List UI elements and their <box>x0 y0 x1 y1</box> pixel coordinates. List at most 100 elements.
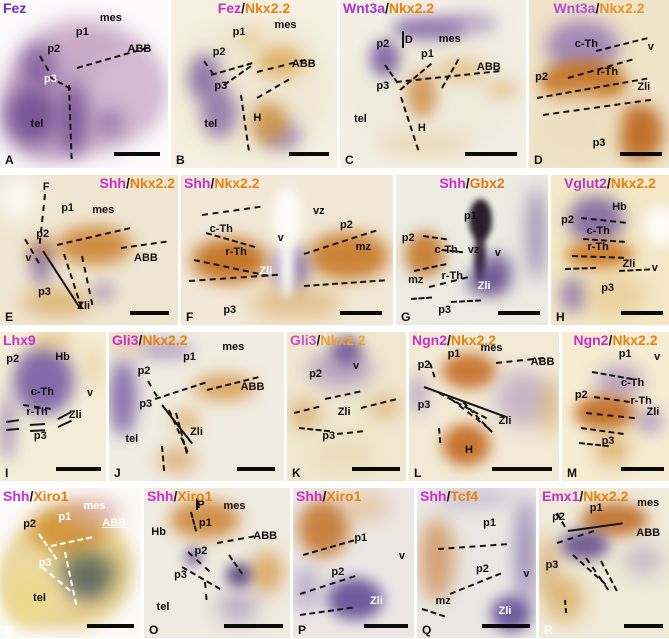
anatomy-label-rth: r-Th <box>225 245 247 258</box>
stain-blob <box>645 205 669 247</box>
title-slash: / <box>322 488 327 504</box>
anatomy-label-v: v <box>398 549 405 562</box>
anatomy-label-p1: p1 <box>354 531 368 544</box>
stain-blob <box>257 47 304 78</box>
anatomy-label-mes: mes <box>99 12 122 25</box>
panel-letter-O: O <box>149 623 159 637</box>
title-slash: / <box>606 175 611 191</box>
panel-title: Vglut2/Nkx2.2 <box>554 175 666 191</box>
stain-blob <box>436 60 486 81</box>
stain-blob <box>158 448 197 473</box>
gene-name: Gbx2 <box>469 175 505 191</box>
panel-title: Gli3/Nkx2.2 <box>290 332 403 348</box>
title-slash: / <box>608 332 613 348</box>
stain-blob <box>565 241 634 268</box>
scale-bar <box>352 466 401 471</box>
scale-bar <box>87 623 134 628</box>
stain-blob <box>567 196 625 244</box>
stain-blob <box>12 346 75 416</box>
title-slash: / <box>385 0 389 16</box>
stain-blob <box>624 545 662 575</box>
title-slash: / <box>447 332 451 348</box>
stain-blob <box>442 13 499 34</box>
stain-blob <box>200 87 238 138</box>
anatomy-label-zli: Zli <box>646 406 660 419</box>
title-slash: / <box>316 332 321 348</box>
gene-name: Nkx2.2 <box>599 0 645 16</box>
panel-title: Gli3/Nkx2.2 <box>112 332 281 348</box>
gene-name: Shh <box>296 488 323 504</box>
stain-blob <box>249 551 285 593</box>
boundary-line <box>29 423 45 427</box>
anatomy-label-p1: p1 <box>75 25 89 38</box>
stain-blob <box>377 134 471 155</box>
scale-bar <box>620 466 664 471</box>
gene-name: Shh <box>184 175 211 191</box>
gene-name: Shh <box>3 488 30 504</box>
boundary-line <box>438 428 442 444</box>
anatomy-label-p2: p2 <box>23 518 37 530</box>
stain-blob <box>308 232 389 280</box>
stain-blob <box>289 400 321 428</box>
stain-blob <box>541 376 559 437</box>
anatomy-label-tel: tel <box>33 591 46 604</box>
scale-bar <box>620 152 662 157</box>
anatomy-label-zli: Zli <box>477 280 491 292</box>
stain-blob <box>406 70 437 118</box>
title-slash: / <box>446 488 451 504</box>
anatomy-label-p1: p1 <box>589 501 603 514</box>
anatomy-label-p1: p1 <box>420 47 434 60</box>
anatomy-label-p2: p2 <box>476 563 489 575</box>
stain-blob <box>5 570 54 625</box>
anatomy-label-p3: p3 <box>601 434 615 447</box>
panel-title: Ngn2/Nkx2.2 <box>412 332 556 348</box>
panel-letter-I: I <box>5 466 9 480</box>
panel-letter-L: L <box>414 466 422 480</box>
anatomy-label-p2: p2 <box>552 510 565 523</box>
panel-D: Wnt3a/Nkx2.2 c-Th v p2 r-Th Zli p3 D <box>529 0 669 168</box>
panel-M: Ngn2/Nkx2.2 p1 v c-Th p2 r-Th Zli p3 M <box>562 332 669 481</box>
anatomy-label-p1: p1 <box>447 348 461 361</box>
anatomy-label-zli: Zli <box>622 257 636 270</box>
stain-blob <box>250 100 288 145</box>
anatomy-label-p3: p3 <box>214 79 228 92</box>
panel-L: Ngn2/Nkx2.2 p1 mes p2 ABB p3 Zli H L <box>409 332 559 481</box>
panel-B: Fez/Nkx2.2 p1 mes p2 ABB p3 tel H B <box>171 0 337 168</box>
anatomy-label-h: H <box>417 121 426 134</box>
anatomy-label-p3: p3 <box>223 304 237 316</box>
anatomy-label-rth: r-Th <box>26 406 48 419</box>
panel-G: Shh/Gbx2 p1 p2 c-Th vz v mz r-Th Zli p3 G <box>396 175 548 325</box>
anatomy-label-zli: Zli <box>337 406 351 419</box>
gene-name: Xiro1 <box>326 488 362 504</box>
anatomy-label-abb: ABB <box>530 355 555 368</box>
boundary-line <box>336 430 364 436</box>
stain-blob <box>6 87 58 145</box>
anatomy-label-abb: ABB <box>127 42 152 55</box>
stain-blob <box>405 232 445 277</box>
panel-letter-A: A <box>5 153 14 167</box>
anatomy-label-p1: p1 <box>483 516 496 529</box>
panel-title: Shh/Xiro1 <box>3 488 138 504</box>
gene-name: Shh <box>439 175 466 191</box>
anatomy-label-mz: mz <box>355 241 371 253</box>
stain-blob <box>560 277 587 313</box>
stain-blob <box>82 343 102 389</box>
scale-bar <box>114 152 160 157</box>
anatomy-label-v: v <box>654 351 661 364</box>
anatomy-label-mes: mes <box>438 32 461 45</box>
boundary-line <box>146 380 158 397</box>
anatomy-label-p1: p1 <box>464 209 477 222</box>
anatomy-label-tel: tel <box>125 433 139 446</box>
gene-name: Fez <box>217 0 242 16</box>
panel-F: Shh/Nkx2.2 vz p2 c-Th v r-Th mz Zli p3 F <box>181 175 393 325</box>
anatomy-label-zli: Zli <box>370 594 383 607</box>
stain-blob <box>442 352 496 389</box>
anatomy-label-p3: p3 <box>545 558 559 571</box>
boundary-line <box>6 427 20 431</box>
anatomy-label-cth: c-Th <box>434 244 458 256</box>
title-slash: / <box>241 0 246 16</box>
anatomy-label-p3: p3 <box>38 557 52 569</box>
stain-blob <box>634 409 663 434</box>
stain-blob <box>248 286 343 319</box>
